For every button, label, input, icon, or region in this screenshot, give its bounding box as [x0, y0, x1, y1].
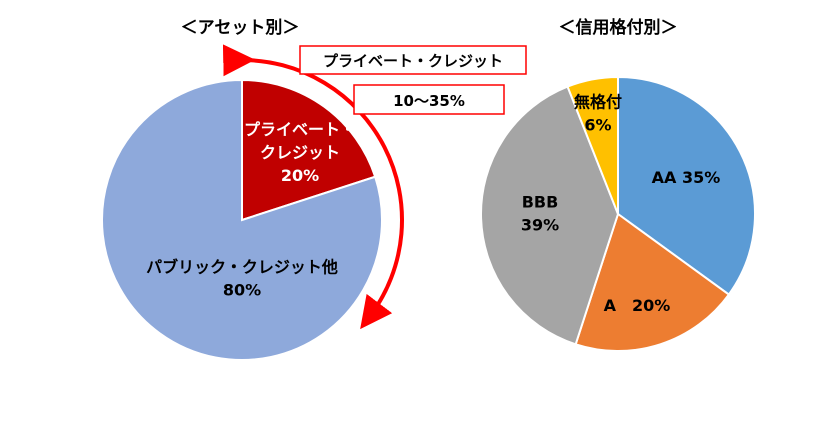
private-credit-annotation-label: プライベート・クレジット: [323, 52, 503, 70]
rating-slice-0: [617, 75, 756, 296]
rating-slice-3: [566, 75, 619, 215]
range-annotation-box: 10～35%: [353, 84, 505, 115]
rating-slice-2: [480, 85, 620, 346]
rating-slice-label-3: 無格付 6%: [574, 93, 622, 135]
rating-pie: AA 35% A 20% BBB 39% 無格付 6%: [480, 75, 756, 352]
asset-pie: プライベート・クレジット 20%パブリック・クレジット他 80%: [101, 78, 383, 361]
private-credit-annotation-box: プライベート・クレジット: [299, 45, 527, 75]
range-arrow-arc: [222, 44, 404, 330]
range-annotation-label: 10～35%: [393, 92, 465, 110]
rating-slice-label-2: BBB 39%: [521, 193, 559, 235]
rating-chart-title: ＜信用格付別＞: [559, 17, 678, 38]
asset-chart-title: ＜アセット別＞: [181, 18, 300, 38]
rating-slice-label-0: AA 35%: [652, 168, 721, 187]
rating-slice-label-1: A 20%: [604, 296, 671, 315]
rating-slice-1: [574, 212, 731, 352]
